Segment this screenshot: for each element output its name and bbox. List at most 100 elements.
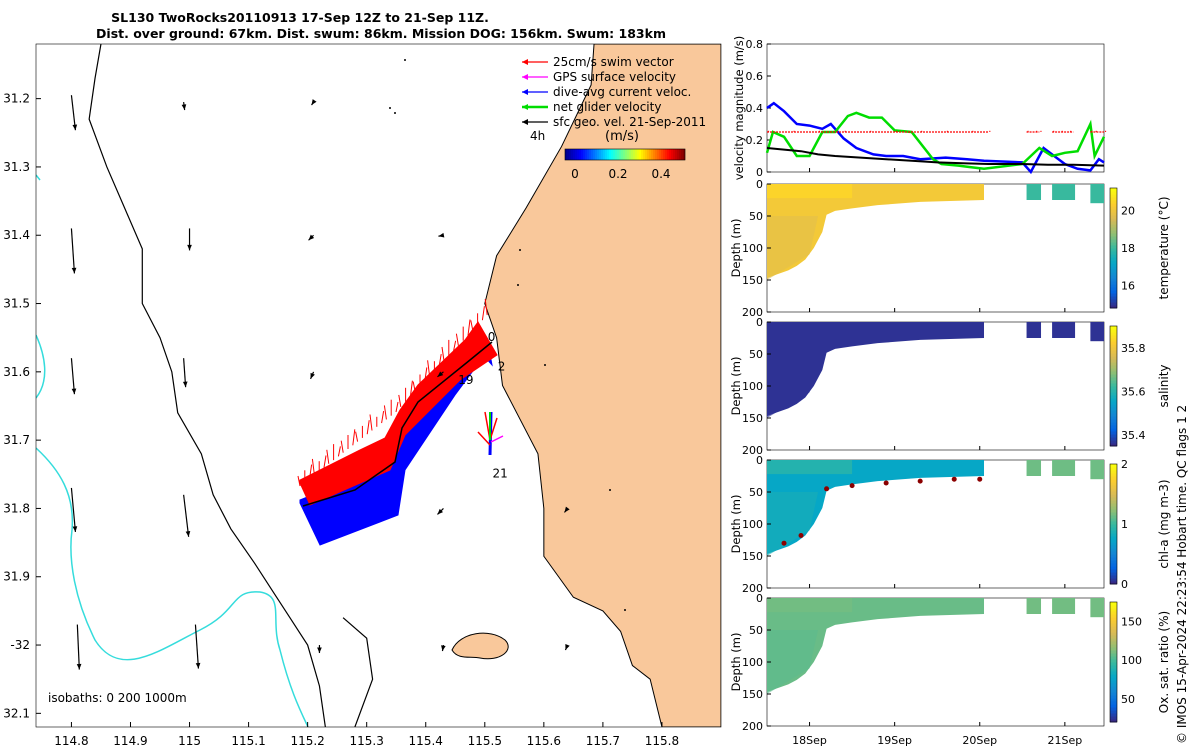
velocity-ytick-label: 0.2	[746, 134, 764, 147]
map-colorbar-cell	[565, 149, 568, 160]
temperature-ytick-label: 150	[742, 274, 763, 287]
salinity-colorbar-cell	[1110, 437, 1117, 441]
salinity-colorbar-cell	[1110, 332, 1117, 336]
chla-colorbar-tick: 1	[1121, 518, 1128, 531]
legend-arrowhead-sfc	[522, 119, 528, 125]
temperature-colorbar-cell	[1110, 299, 1117, 303]
chla-colorbar-cell	[1110, 494, 1117, 498]
temperature-colorbar-cell	[1110, 302, 1117, 306]
geo-velocity-arrowhead	[76, 663, 82, 670]
temperature-data-fill	[767, 184, 985, 279]
temperature-colorbar-cell	[1110, 248, 1117, 252]
oxygen-colorbar-cell	[1110, 608, 1117, 612]
oxygen-colorbar-tick: 100	[1121, 654, 1142, 667]
legend-arrowhead-net	[522, 104, 528, 110]
map-xtick-label: 114.8	[54, 734, 88, 748]
temperature-colorbar-cell	[1110, 290, 1117, 294]
temperature-data-block	[1026, 184, 1042, 200]
salinity-ytick-label: 50	[749, 348, 763, 361]
isobath-1000-b	[36, 447, 309, 727]
chla-colorbar-cell	[1110, 491, 1117, 495]
swim-vector	[412, 381, 416, 392]
temperature-data-deep	[767, 216, 819, 280]
glider-track	[302, 341, 493, 507]
map-colorbar-cell	[665, 149, 668, 160]
oxygen-ytick-label: 200	[742, 720, 763, 733]
map-dot	[517, 284, 519, 286]
geo-velocity-arrowhead	[181, 104, 187, 111]
map-colorbar-cell	[657, 149, 660, 160]
oxygen-data-block	[1052, 598, 1076, 614]
temperature-colorbar-cell	[1110, 260, 1117, 264]
map-ytick-label: 31.5	[3, 297, 30, 311]
map-colorbar-cell	[659, 149, 662, 160]
oxygen-colorbar-cell	[1110, 605, 1117, 609]
map-colorbar-cell	[651, 149, 654, 160]
chla-colorbar-cell	[1110, 509, 1117, 513]
map-colorbar-cell	[577, 149, 580, 160]
oxygen-colorbar-cell	[1110, 617, 1117, 621]
salinity-colorbar-cell	[1110, 425, 1117, 429]
oxygen-colorbar-tick: 150	[1121, 615, 1142, 628]
chla-data-block	[1026, 460, 1042, 476]
geo-velocity-vector	[70, 228, 76, 274]
swim-vector	[441, 346, 445, 362]
map-dot	[544, 364, 546, 366]
swim-vector	[355, 431, 359, 442]
legend-label-dive: dive-avg current veloc.	[553, 85, 691, 99]
map-colorbar-cell	[673, 149, 676, 160]
temperature-colorbar-cell	[1110, 212, 1117, 216]
map-colorbar-cell	[655, 149, 658, 160]
map-colorbar-cell	[649, 149, 652, 160]
salinity-colorbar-cell	[1110, 359, 1117, 363]
velocity-point-swim: ·	[1039, 127, 1042, 138]
map-colorbar-tick: 0.4	[651, 167, 670, 181]
oxygen-colorbar-cell	[1110, 719, 1117, 723]
chla-colorbar-cell	[1110, 518, 1117, 522]
chla-colorbar-cell	[1110, 539, 1117, 543]
salinity-data-block	[1026, 322, 1042, 338]
temperature-data-surface	[767, 184, 853, 199]
oxygen-colorbar-tick: 50	[1121, 693, 1135, 706]
map-colorbar-cell	[641, 149, 644, 160]
temperature-colorbar-cell	[1110, 263, 1117, 267]
map-colorbar-cell	[575, 149, 578, 160]
timeseries-xtick-label: 19Sep	[877, 734, 912, 747]
salinity-colorbar-cell	[1110, 395, 1117, 399]
map-colorbar-cell	[647, 149, 650, 160]
salinity-colorbar-cell	[1110, 365, 1117, 369]
legend-arrowhead-dive	[522, 89, 528, 95]
temperature-colorbar-cell	[1110, 242, 1117, 246]
temperature-colorbar-cell	[1110, 239, 1117, 243]
map-colorbar-cell	[609, 149, 612, 160]
map-colorbar-cell	[653, 149, 656, 160]
geo-velocity-vector	[70, 358, 76, 395]
temperature-colorbar-cell	[1110, 257, 1117, 261]
chla-colorbar-cell	[1110, 569, 1117, 573]
geo-velocity-arrowhead	[437, 508, 444, 515]
map-xtick-label: 115.3	[350, 734, 384, 748]
chla-colorbar-cell	[1110, 563, 1117, 567]
time-label: 4h	[530, 129, 545, 143]
oxygen-colorbar-cell	[1110, 641, 1117, 645]
map-colorbar-cell	[643, 149, 646, 160]
timeseries-xtick-label: 20Sep	[962, 734, 997, 747]
geo-velocity-arrowhead	[311, 99, 317, 106]
swim-vector	[481, 306, 485, 321]
chla-ytick-label: 50	[749, 486, 763, 499]
salinity-colorbar-cell	[1110, 362, 1117, 366]
velocity-ytick-label: 0.6	[746, 70, 764, 83]
chla-colorbar-cell	[1110, 527, 1117, 531]
chla-colorbar-cell	[1110, 560, 1117, 564]
temperature-colorbar-cell	[1110, 272, 1117, 276]
chla-colorbar-tick: 0	[1121, 578, 1128, 591]
salinity-colorbar-cell	[1110, 341, 1117, 345]
map-dot	[404, 59, 406, 61]
swim-vector	[340, 440, 344, 453]
chla-max-point	[977, 476, 983, 482]
map-ytick-label: 31.9	[3, 570, 30, 584]
temperature-colorbar-cell	[1110, 269, 1117, 273]
salinity-colorbar-frame	[1109, 325, 1118, 447]
map-dot	[519, 249, 521, 251]
salinity-colorbar-cell	[1110, 404, 1117, 408]
